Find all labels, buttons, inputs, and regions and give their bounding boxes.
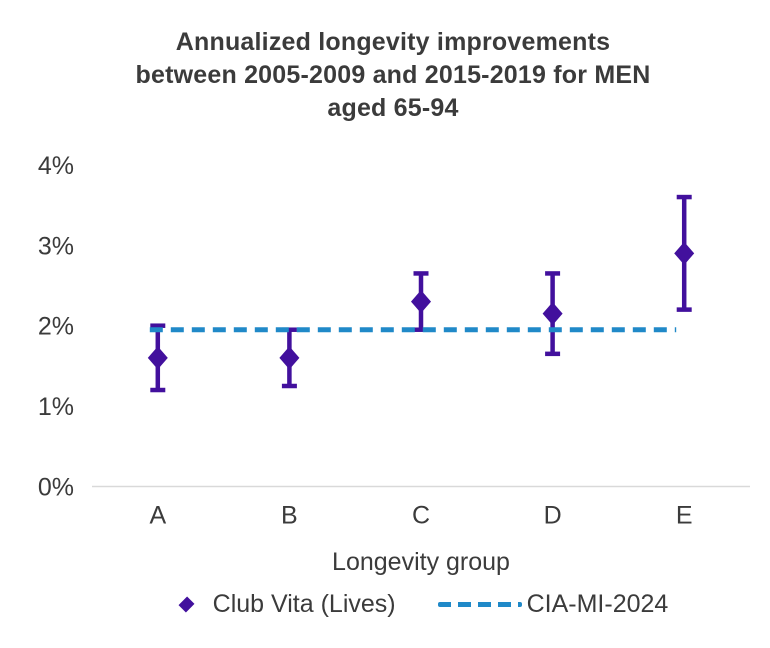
diamond-icon	[178, 596, 195, 612]
data-point-diamond	[674, 241, 695, 265]
legend-item-club-vita: Club Vita (Lives)	[174, 590, 396, 619]
y-tick-label: 1%	[38, 393, 74, 421]
chart-title: Annualized longevity improvements betwee…	[16, 26, 770, 125]
chart-title-line-2: between 2005-2009 and 2015-2019 for MEN	[135, 61, 651, 89]
x-tick-label: C	[412, 502, 430, 530]
x-tick-label: E	[676, 502, 693, 530]
y-tick-label: 4%	[38, 152, 74, 180]
y-tick-label: 3%	[38, 232, 74, 260]
chart-title-line-1: Annualized longevity improvements	[175, 28, 611, 56]
legend-label-cia: CIA-MI-2024	[526, 589, 669, 618]
y-tick-label: 0%	[38, 474, 74, 502]
legend: Club Vita (Lives) CIA-MI-2024	[72, 588, 770, 620]
x-tick-label: D	[544, 502, 562, 530]
data-point-diamond	[279, 346, 300, 370]
dashed-line-icon	[437, 601, 522, 607]
x-tick-label: B	[281, 502, 298, 530]
legend-item-cia: CIA-MI-2024	[437, 589, 669, 619]
x-tick-label: A	[149, 502, 166, 530]
data-point-diamond	[147, 346, 168, 370]
y-tick-label: 2%	[38, 313, 74, 341]
plot-area: 0% 1% 2% 3% 4% A B C D E	[38, 152, 750, 530]
chart-title-line-3: aged 65-94	[327, 94, 459, 122]
x-axis-title: Longevity group	[332, 548, 510, 576]
legend-label-club-vita: Club Vita (Lives)	[212, 589, 396, 618]
data-point-diamond	[411, 290, 431, 314]
data-point-diamond	[542, 302, 563, 326]
